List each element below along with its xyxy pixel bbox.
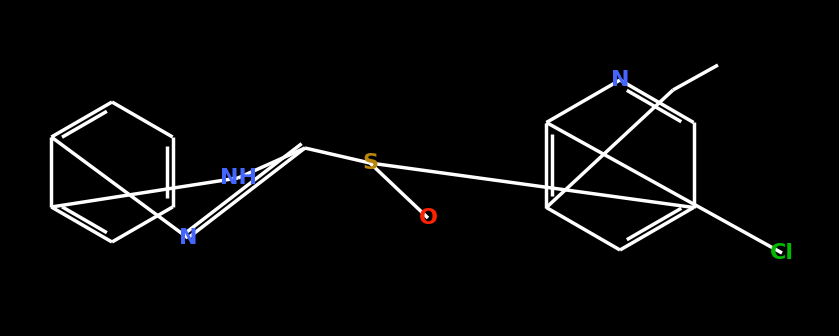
- Text: N: N: [179, 228, 197, 248]
- Text: S: S: [362, 153, 378, 173]
- Text: NH: NH: [220, 168, 257, 188]
- Text: N: N: [611, 70, 629, 90]
- Text: O: O: [419, 208, 437, 228]
- Text: Cl: Cl: [770, 243, 794, 263]
